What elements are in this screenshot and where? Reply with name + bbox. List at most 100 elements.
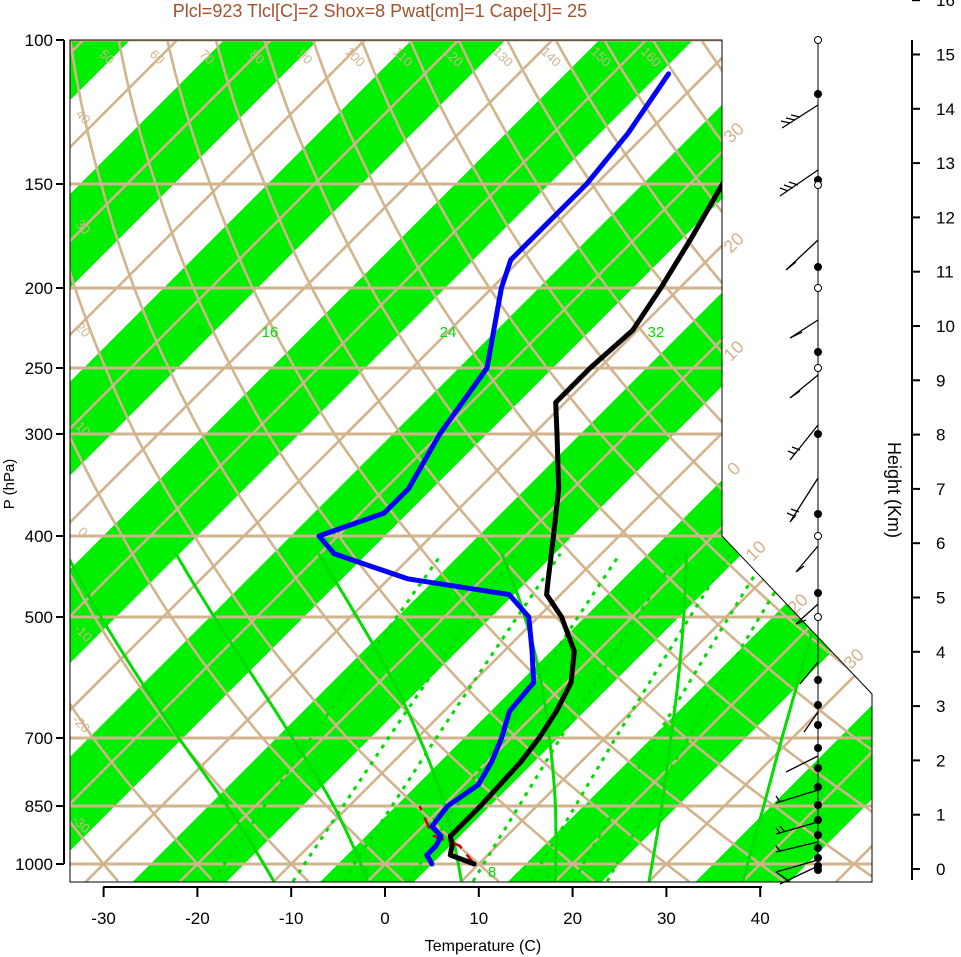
isotherm-label: 10: [720, 337, 748, 365]
isotherm-line: [70, 40, 272, 882]
sounding-profiles: [316, 71, 784, 867]
x-tick-label: -30: [91, 909, 116, 928]
wind-level-dot: [814, 831, 822, 839]
wind-level-dot: [814, 844, 822, 852]
plot-frame: [69, 39, 873, 883]
isotherm-label: 30: [720, 119, 748, 147]
temperature-profile-line: [447, 71, 784, 867]
mixing-ratio-label: 8: [488, 864, 496, 881]
x-axis-title: Temperature (C): [425, 938, 541, 955]
dry-adiabat-line: [408, 40, 872, 882]
mixing-ratio-line: [605, 552, 800, 882]
mixing-ratio-label: 16: [262, 324, 279, 341]
dry-adiabat-line: [457, 40, 872, 882]
wind-level-dot: [814, 90, 822, 98]
height-tick-label: 16: [936, 0, 955, 10]
isotherm-line: [647, 40, 872, 882]
height-tick-label: 8: [936, 426, 945, 445]
x-tick-label: -10: [279, 909, 304, 928]
mixing-ratio-label: 1: [544, 864, 552, 881]
wind-level-dot: [814, 589, 822, 597]
isotherm-line: [70, 40, 741, 882]
y-tick-label: 300: [25, 425, 53, 444]
wind-level-dot: [814, 430, 822, 438]
x-tick-label: 30: [657, 909, 676, 928]
axes: -30 -20 -10 0 10 20 30 401001502002503004005007…: [15, 31, 769, 928]
height-tick-label: 1: [936, 806, 945, 825]
y-tick-label: 150: [25, 175, 53, 194]
isotherm-label: 0: [723, 458, 744, 479]
wind-level-dot-open: [814, 532, 822, 540]
moist-adiabat-line: [174, 552, 369, 882]
isotherm-label: 20: [720, 229, 748, 257]
isotherm-line: [70, 40, 366, 882]
isotherm-line: [70, 40, 835, 882]
wind-barb: [775, 821, 819, 835]
wind-barb: [785, 239, 819, 271]
mixing-ratio-line: [572, 552, 770, 882]
height-tick-label: 14: [936, 100, 955, 119]
moist-adiabat-line: [647, 553, 688, 882]
mixing-ratio-line: [291, 552, 517, 882]
dry-adiabat-line: [70, 40, 120, 882]
x-tick-label: -20: [185, 909, 210, 928]
isotherm-line: [70, 40, 554, 882]
isotherm-line: [178, 40, 872, 882]
wind-barb: [789, 319, 819, 339]
y-tick-label: 400: [25, 527, 53, 546]
y2-axis-title: Height (Km): [884, 442, 904, 538]
dry-adiabat-line: [70, 40, 215, 882]
dry-adiabat-line: [165, 40, 785, 882]
mixing-ratio-line: [341, 552, 562, 882]
chart-title: Plcl=923 Tlcl[C]=2 Shox=8 Pwat[cm]=1 Cap…: [173, 1, 587, 21]
height-tick-label: 15: [936, 46, 955, 65]
wind-barb: [795, 603, 819, 625]
dewpoint-profile-line: [316, 71, 672, 867]
wind-level-dot: [814, 676, 822, 684]
dry-adiabat-line: [214, 40, 872, 882]
mixing-ratio-band: [507, 40, 872, 882]
height-tick-label: 5: [936, 589, 945, 608]
wind-barb-column: [775, 36, 822, 885]
height-tick-label: 0: [936, 860, 945, 879]
mixing-ratio-line: [529, 552, 732, 882]
mixing-ratio-line: [471, 552, 680, 882]
wind-barb: [779, 865, 819, 885]
mixing-ratio-line: [211, 552, 444, 882]
height-tick-label: 9: [936, 371, 945, 390]
y-tick-label: 500: [25, 608, 53, 627]
height-tick-label: 12: [936, 208, 955, 227]
wind-level-dot-open: [814, 364, 822, 372]
wind-level-dot: [814, 801, 822, 809]
wind-level-dot-open: [814, 613, 822, 621]
y-tick-label: 700: [25, 729, 53, 748]
y-tick-label: 1000: [15, 855, 53, 874]
mixing-ratio-band: [70, 40, 318, 882]
wind-level-dot-open: [814, 36, 822, 44]
height-tick-label: 4: [936, 643, 945, 662]
wind-barb: [780, 104, 819, 129]
wind-barb: [799, 661, 819, 685]
isotherm-line: [459, 40, 872, 882]
height-tick-label: 10: [936, 317, 955, 336]
y-tick-label: 100: [25, 31, 53, 50]
wind-barb: [789, 374, 819, 399]
y-tick-label: 200: [25, 279, 53, 298]
mixing-ratio-label: 3: [361, 864, 369, 881]
wind-barb: [785, 755, 819, 773]
height-tick-label: 3: [936, 697, 945, 716]
wind-level-dot: [814, 783, 822, 791]
dry-adiabat-line: [70, 40, 595, 882]
wind-barb: [786, 477, 819, 523]
wind-level-dot: [814, 866, 822, 874]
x-tick-label: 0: [380, 909, 389, 928]
dry-adiabat-line: [117, 40, 690, 882]
parcel-path-line: [418, 805, 476, 865]
wind-barb: [795, 545, 819, 573]
wind-barb: [775, 841, 819, 853]
wind-level-dot: [814, 510, 822, 518]
moist-adiabat-line: [741, 553, 836, 882]
mixing-ratio-label: 32: [648, 324, 665, 341]
